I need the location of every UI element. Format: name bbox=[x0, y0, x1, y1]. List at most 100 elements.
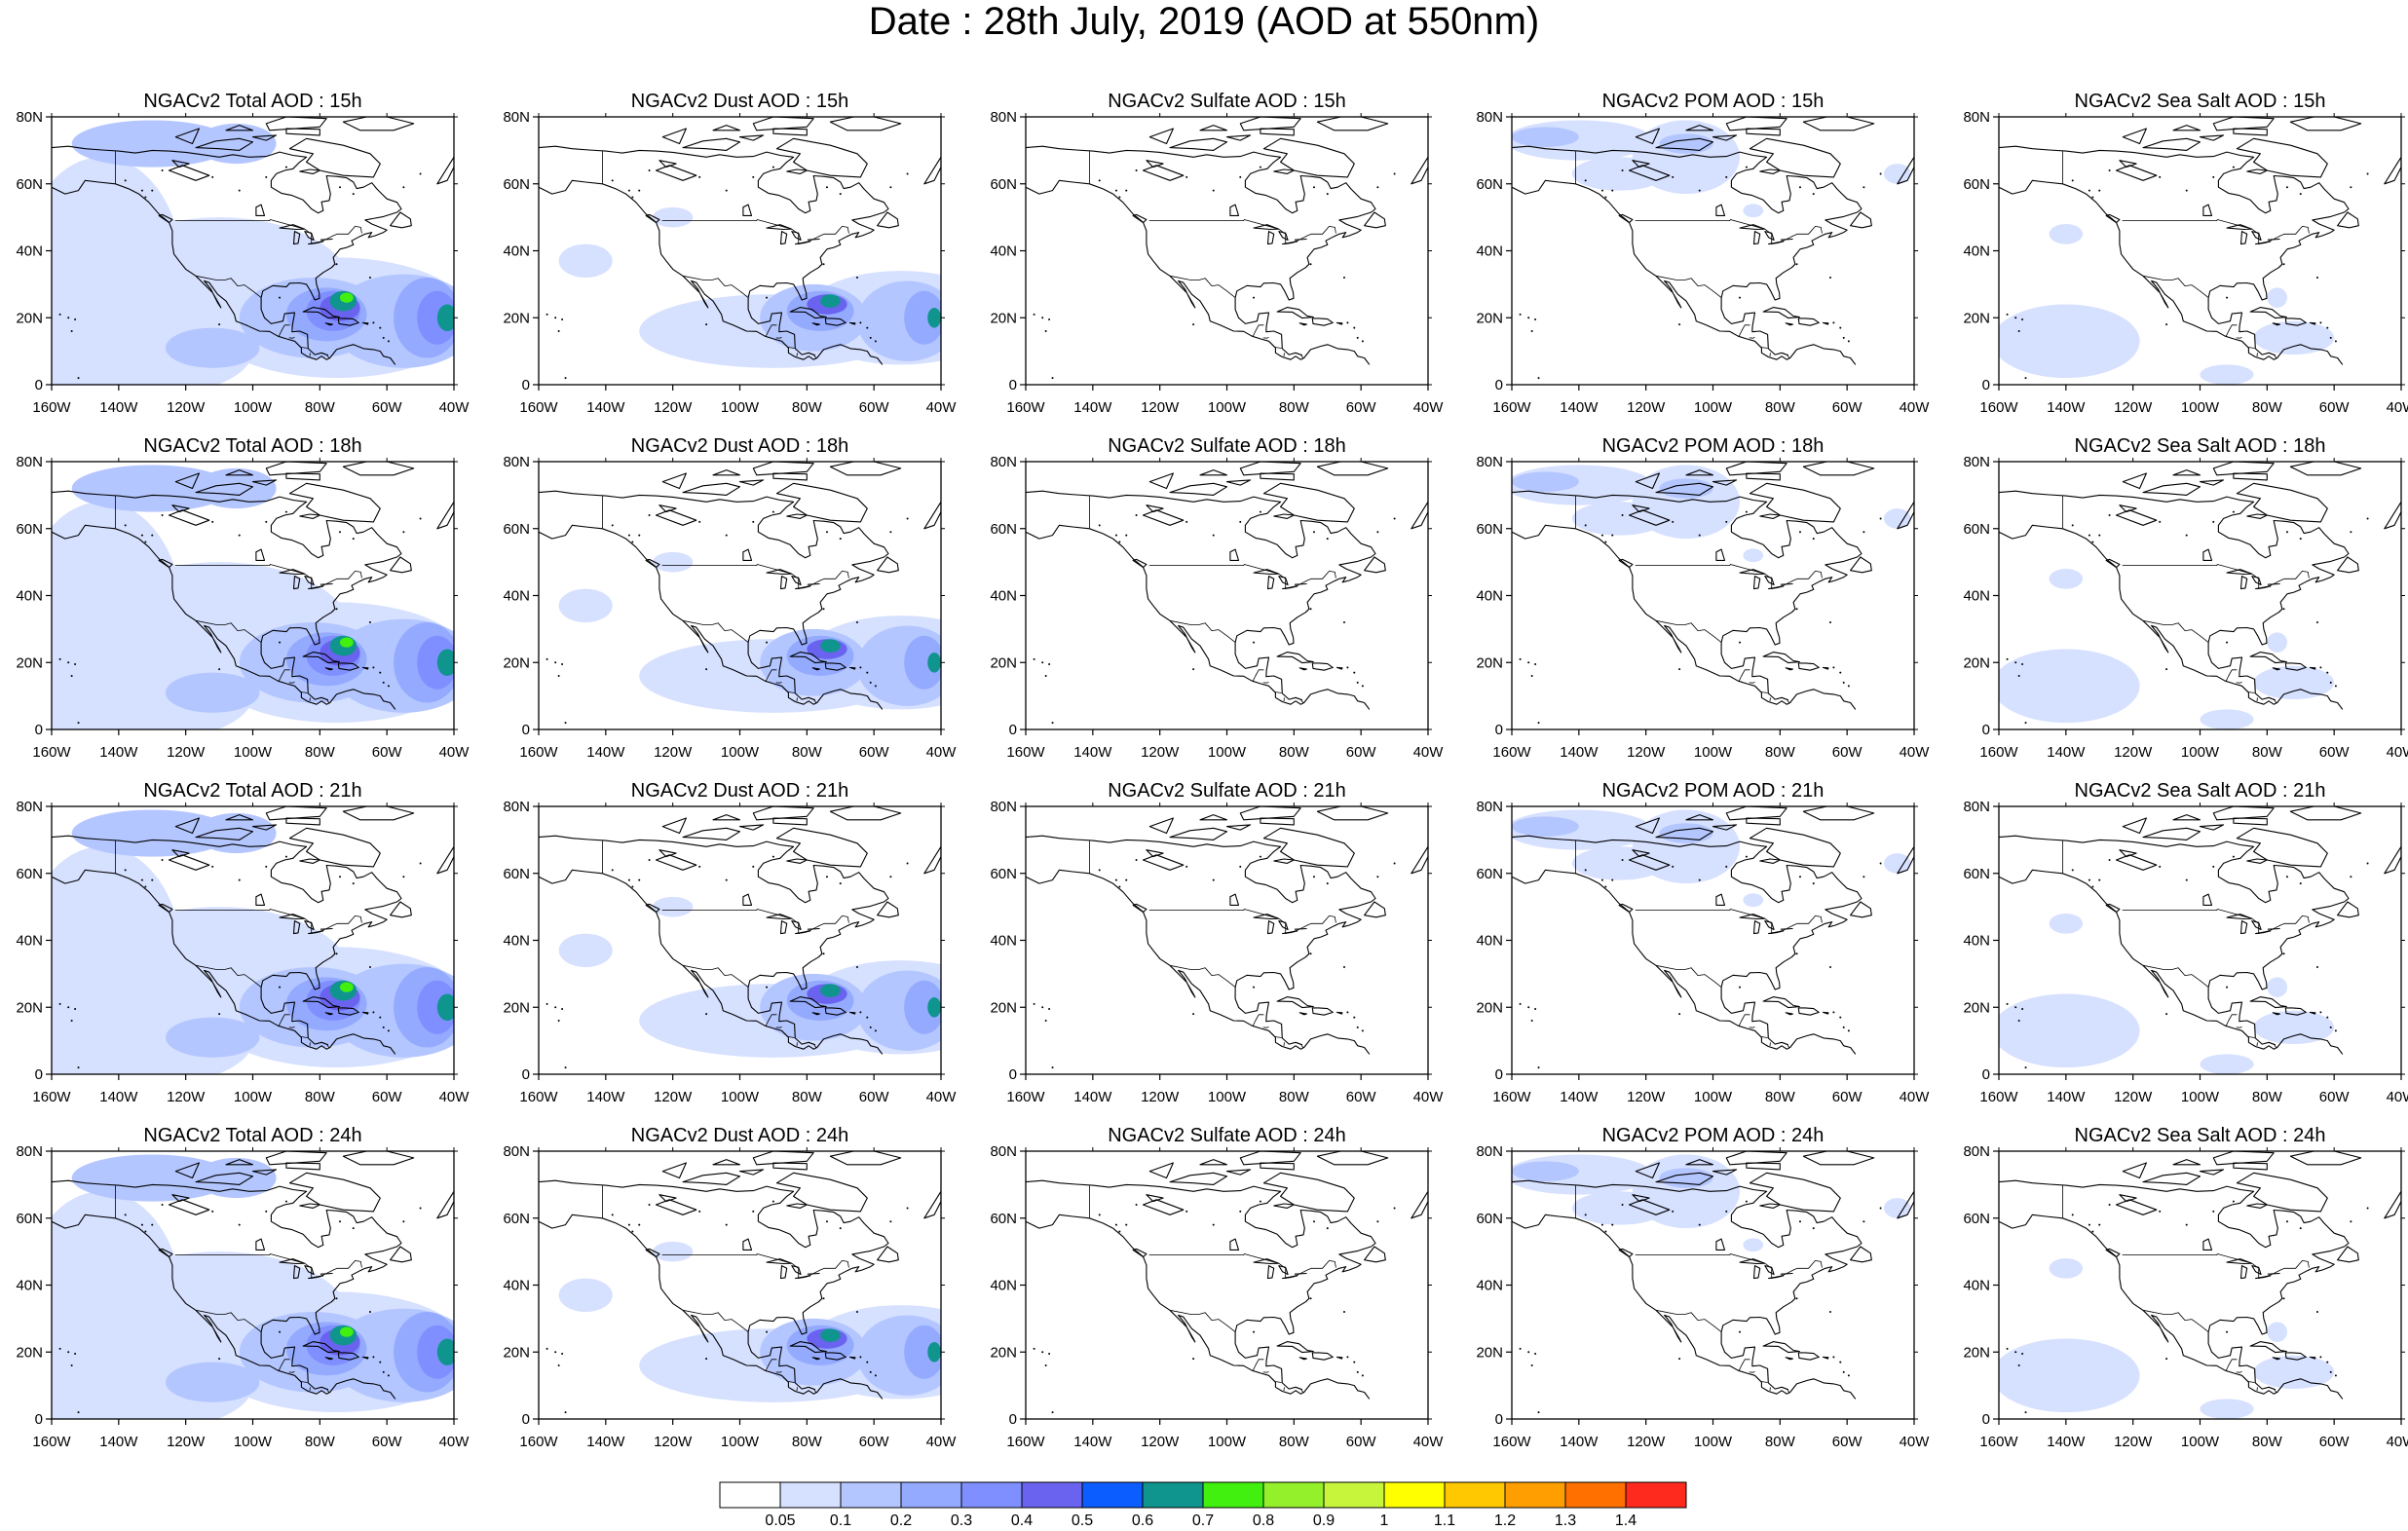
island-speck bbox=[1309, 608, 1312, 611]
island-outline bbox=[299, 1203, 320, 1209]
island-speck bbox=[2014, 661, 2017, 664]
island-outline bbox=[1850, 901, 1872, 918]
island-speck bbox=[1114, 534, 1117, 537]
aod-contour bbox=[558, 243, 613, 278]
lon-tick-label: 40W bbox=[1900, 399, 1931, 416]
island-outline bbox=[682, 1172, 741, 1185]
country-border bbox=[174, 909, 362, 934]
lat-tick-label: 60N bbox=[16, 866, 43, 882]
island-speck bbox=[859, 1356, 862, 1359]
colorbar-label: 1.4 bbox=[1615, 1512, 1637, 1529]
island-outline bbox=[1239, 1151, 1301, 1166]
island-speck bbox=[766, 641, 769, 644]
island-speck bbox=[1361, 340, 1364, 343]
lon-tick-label: 80W bbox=[1765, 399, 1796, 416]
island-outline bbox=[2199, 1169, 2225, 1176]
lat-tick-label: 80N bbox=[1963, 454, 1990, 470]
island-speck bbox=[1604, 541, 1607, 543]
aod-contour bbox=[339, 292, 354, 303]
island-outline bbox=[174, 128, 200, 145]
island-speck bbox=[2329, 336, 2332, 339]
island-speck bbox=[1847, 1029, 1850, 1032]
island-speck bbox=[554, 317, 557, 319]
island-speck bbox=[265, 865, 268, 868]
lake-outline bbox=[1229, 893, 1240, 906]
island-speck bbox=[1698, 878, 1701, 881]
colorbar-label: 0.4 bbox=[1011, 1512, 1033, 1529]
island-speck bbox=[382, 1026, 385, 1028]
island-speck bbox=[2366, 1207, 2369, 1210]
island-speck bbox=[2319, 1356, 2322, 1359]
island-speck bbox=[638, 534, 641, 537]
lon-tick-label: 140W bbox=[1073, 1089, 1112, 1105]
lon-tick-label: 40W bbox=[926, 744, 958, 761]
island-outline bbox=[390, 1246, 412, 1263]
country-border bbox=[174, 1253, 362, 1279]
lon-tick-label: 100W bbox=[721, 1434, 760, 1450]
aod-contour bbox=[558, 588, 613, 622]
island-outline bbox=[738, 134, 765, 141]
aod-field bbox=[52, 809, 454, 1074]
island-outline bbox=[2337, 556, 2359, 574]
country-border bbox=[1787, 1389, 1790, 1394]
aod-contour bbox=[2049, 914, 2084, 934]
island-speck bbox=[648, 514, 651, 516]
island-outline bbox=[1276, 652, 1314, 664]
island-outline bbox=[2142, 1172, 2201, 1185]
country-border bbox=[288, 336, 295, 339]
island-speck bbox=[1192, 323, 1195, 326]
lon-tick-label: 120W bbox=[2114, 1089, 2153, 1105]
island-outline bbox=[1655, 137, 1714, 151]
country-border bbox=[1738, 324, 1750, 337]
country-border bbox=[1738, 1014, 1750, 1027]
lake-outline bbox=[2119, 160, 2137, 168]
island-speck bbox=[2108, 859, 2111, 861]
island-outline bbox=[1749, 827, 1841, 868]
lake-outline bbox=[2115, 854, 2158, 871]
island-outline bbox=[1132, 903, 1148, 914]
lat-tick-label: 40N bbox=[16, 933, 43, 950]
island-speck bbox=[2098, 534, 2101, 537]
lat-tick-label: 80N bbox=[1476, 454, 1503, 470]
island-speck bbox=[1098, 524, 1101, 527]
country-border bbox=[278, 1014, 290, 1027]
lake-outline bbox=[168, 1199, 210, 1215]
colorbar-swatch bbox=[719, 1481, 781, 1509]
island-speck bbox=[58, 1002, 61, 1005]
island-outline bbox=[2105, 903, 2121, 914]
colorbar-label: 1.2 bbox=[1494, 1512, 1516, 1529]
island-speck bbox=[2159, 175, 2162, 178]
country-border bbox=[787, 1381, 795, 1383]
lon-tick-label: 140W bbox=[99, 1089, 138, 1105]
island-speck bbox=[557, 675, 560, 677]
lake-outline bbox=[171, 160, 190, 168]
island-outline bbox=[1336, 1011, 1343, 1015]
island-speck bbox=[2329, 1370, 2332, 1373]
island-speck bbox=[752, 1210, 755, 1213]
island-outline bbox=[265, 117, 327, 131]
lake-outline bbox=[292, 231, 301, 245]
aod-contour bbox=[1743, 893, 1764, 908]
island-speck bbox=[2232, 510, 2235, 513]
pacific-coastline bbox=[539, 1214, 884, 1400]
island-outline bbox=[1239, 462, 1301, 476]
island-outline bbox=[2289, 462, 2362, 476]
lat-tick-label: 40N bbox=[1476, 243, 1503, 260]
island-speck bbox=[1346, 321, 1349, 324]
lon-tick-label: 60W bbox=[1832, 1089, 1863, 1105]
country-border bbox=[1787, 355, 1790, 359]
country-border bbox=[787, 1036, 795, 1038]
lat-tick-label: 20N bbox=[16, 999, 43, 1016]
map-panel-total-18h: NGACv2 Total AOD : 18h 0 20N 40N 60N 80N 160W 1… bbox=[7, 432, 494, 773]
island-speck bbox=[1739, 986, 1742, 989]
aod-contour bbox=[436, 1338, 454, 1365]
island-speck bbox=[379, 671, 382, 674]
island-speck bbox=[1098, 179, 1101, 182]
island-speck bbox=[1393, 1207, 1396, 1210]
lon-tick-label: 100W bbox=[1208, 1089, 1247, 1105]
island-speck bbox=[402, 531, 405, 534]
island-speck bbox=[1253, 1330, 1256, 1333]
lake-outline bbox=[1146, 849, 1164, 858]
island-speck bbox=[284, 855, 287, 858]
panel-title: NGACv2 POM AOD : 21h bbox=[1601, 780, 1825, 802]
